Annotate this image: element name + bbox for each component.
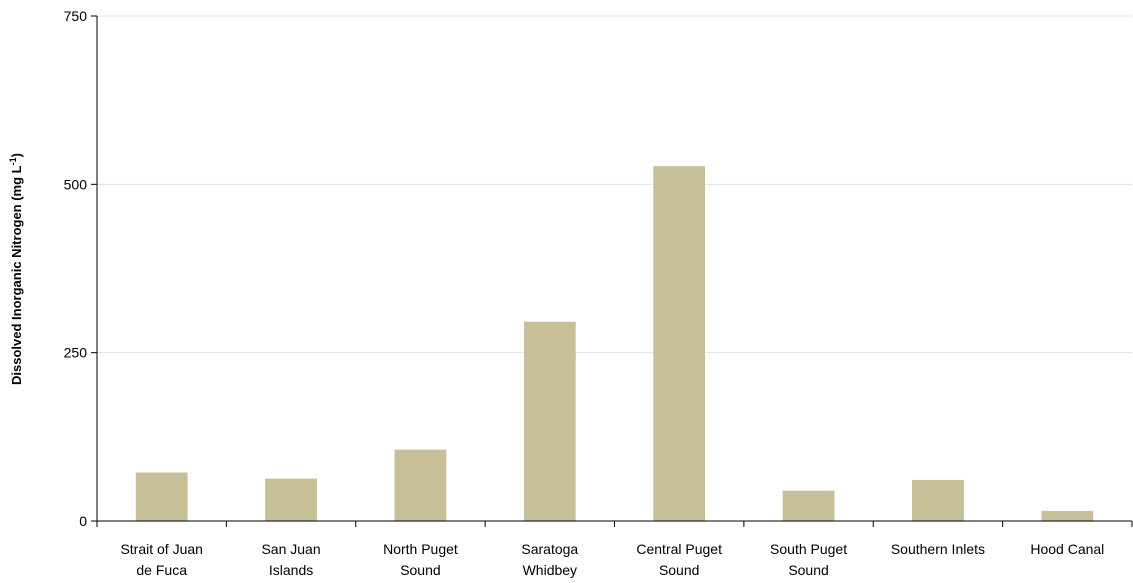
x-tick-label: Central Puget Sound bbox=[636, 541, 722, 578]
x-tick-label: North Puget Sound bbox=[383, 541, 458, 578]
bar bbox=[265, 478, 317, 521]
bar bbox=[653, 166, 706, 522]
x-tick-label: Saratoga Whidbey bbox=[521, 541, 578, 578]
x-tick-label: Strait of Juan de Fuca bbox=[120, 541, 203, 578]
x-tick-label: San Juan Islands bbox=[261, 541, 320, 578]
y-axis-ticks: 0 250 500 750 bbox=[64, 8, 97, 529]
bar bbox=[523, 321, 576, 521]
x-tick-label: Southern Inlets bbox=[891, 541, 985, 557]
x-axis-ticks: Strait of Juan de Fuca San Juan Islands Nort… bbox=[96, 521, 1133, 578]
y-tick-label: 250 bbox=[64, 345, 88, 361]
gridlines bbox=[97, 15, 1132, 354]
y-axis-title: Dissolved Inorganic Nitrogen (mg L-1) bbox=[8, 153, 24, 385]
x-tick-label: Hood Canal bbox=[1030, 541, 1104, 557]
bar bbox=[1041, 510, 1094, 521]
x-tick-label: South Puget Sound bbox=[770, 541, 847, 578]
y-tick-label: 0 bbox=[79, 513, 87, 529]
axes bbox=[96, 16, 1132, 522]
y-tick-label: 750 bbox=[64, 8, 88, 24]
bars bbox=[135, 166, 1094, 522]
bar bbox=[782, 490, 835, 521]
bar bbox=[135, 472, 188, 521]
bar bbox=[394, 449, 447, 521]
bar bbox=[912, 479, 964, 521]
y-tick-label: 500 bbox=[64, 176, 88, 192]
